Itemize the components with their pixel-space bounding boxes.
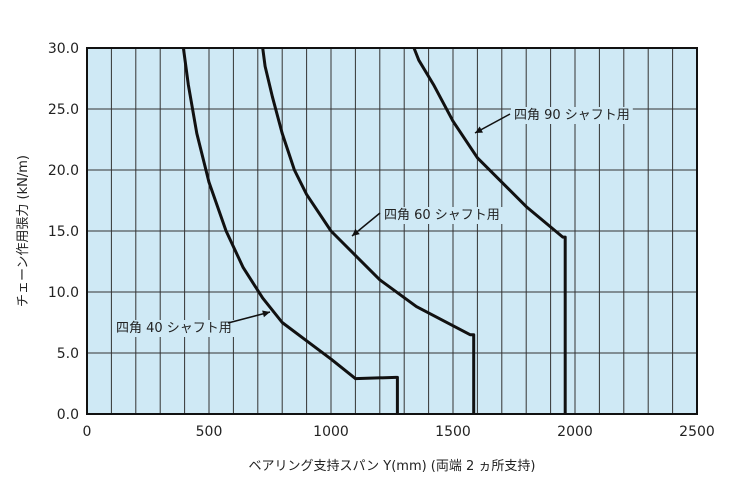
series-label-background	[511, 107, 633, 124]
x-tick-label: 2000	[557, 424, 593, 440]
y-tick-label: 5.0	[57, 346, 79, 362]
x-tick-labels: 0 500 1000 1500 2000 2500	[83, 424, 715, 440]
series-label-background	[381, 207, 503, 224]
series-label: 四角 60 シャフト用	[384, 208, 500, 223]
leader-arrowhead	[262, 310, 270, 318]
x-tick-label: 2500	[679, 424, 715, 440]
series-label-background	[113, 320, 235, 337]
series	[181, 47, 567, 414]
series-line	[181, 47, 399, 414]
series-line	[412, 47, 567, 414]
leader-arrowhead	[475, 126, 483, 133]
y-tick-label: 25.0	[48, 102, 79, 118]
leader-line	[227, 311, 271, 324]
x-tick-label: 1500	[435, 424, 471, 440]
x-tick-label: 1000	[313, 424, 349, 440]
y-tick-label: 10.0	[48, 285, 79, 301]
y-tick-label: 30.0	[48, 41, 79, 57]
y-tick-labels: 0.0 5.0 10.0 15.0 20.0 25.0 30.0	[48, 41, 79, 423]
series-label: 四角 90 シャフト用	[514, 108, 630, 123]
plot-frame	[86, 47, 698, 415]
y-tick-label: 20.0	[48, 163, 79, 179]
leader-arrowhead	[352, 228, 360, 236]
x-axis-title: ベアリング支持スパン Y(mm) (両端 2 ヵ所支持)	[248, 459, 535, 474]
x-tick-label: 0	[83, 424, 92, 440]
series-labels: 四角 40 シャフト用 四角 60 シャフト用 四角 90 シャフト用	[113, 107, 633, 337]
y-tick-label: 15.0	[48, 224, 79, 240]
x-tick-label: 500	[196, 424, 223, 440]
series-line	[261, 47, 476, 414]
y-tick-label: 0.0	[57, 407, 79, 423]
series-label: 四角 40 シャフト用	[116, 321, 232, 336]
y-axis-title: チェーン作用張力 (kN/m)	[16, 155, 31, 307]
